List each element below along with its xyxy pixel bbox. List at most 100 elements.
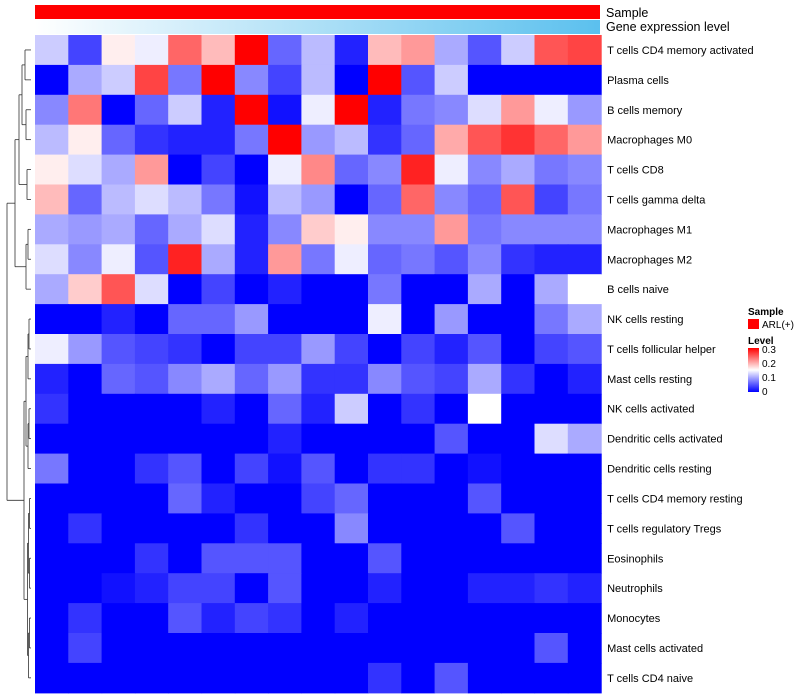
heatmap-cell: [401, 304, 436, 335]
row-label: Mast cells activated: [607, 643, 703, 655]
heatmap-cell: [134, 633, 169, 664]
heatmap-cell: [201, 274, 236, 305]
heatmap-cell: [368, 244, 402, 275]
heatmap-cell: [334, 35, 369, 66]
heatmap-cell: [301, 573, 336, 604]
heatmap-cell: [534, 662, 569, 694]
heatmap-cell: [467, 94, 502, 126]
heatmap-cell: [201, 214, 236, 245]
heatmap-cell: [368, 214, 402, 245]
heatmap-cell: [301, 154, 336, 186]
heatmap-cell: [134, 363, 169, 395]
heatmap-cell: [401, 393, 436, 425]
heatmap-cell: [101, 633, 136, 664]
heatmap-cell: [35, 483, 69, 514]
heatmap-cell: [567, 483, 602, 514]
heatmap-cell: [134, 154, 169, 186]
heatmap-cell: [201, 64, 236, 96]
heatmap-cell: [201, 573, 236, 604]
heatmap-cell: [35, 274, 69, 305]
heatmap-cell: [268, 304, 302, 335]
heatmap-cell: [334, 154, 369, 186]
heatmap-cell: [534, 573, 569, 604]
heatmap-cell: [567, 214, 602, 245]
heatmap-cell: [368, 483, 402, 514]
row-label: T cells gamma delta: [607, 194, 706, 206]
heatmap-cell: [68, 573, 103, 604]
heatmap-cell: [534, 483, 569, 514]
heatmap-cell: [501, 94, 536, 126]
heatmap-cell: [134, 423, 169, 455]
row-label: Plasma cells: [607, 75, 669, 87]
heatmap-cell: [567, 543, 602, 574]
heatmap-cell: [134, 393, 169, 425]
heatmap-cell: [234, 304, 269, 335]
heatmap-cell: [234, 633, 269, 664]
heatmap-cell: [534, 154, 569, 186]
heatmap-cell: [534, 274, 569, 305]
heatmap-cell: [168, 603, 203, 634]
heatmap-cell: [368, 304, 402, 335]
heatmap-cell: [68, 603, 103, 634]
heatmap-cell: [401, 483, 436, 514]
heatmap-cell: [534, 513, 569, 544]
heatmap-cell: [434, 453, 469, 485]
heatmap-cell: [401, 214, 436, 245]
heatmap-cell: [301, 35, 336, 66]
heatmap-cell: [301, 244, 336, 275]
heatmap-cell: [534, 244, 569, 275]
heatmap-cell: [134, 513, 169, 544]
heatmap-cell: [101, 274, 136, 305]
heatmap-cell: [434, 214, 469, 245]
heatmap-cell: [201, 94, 236, 126]
heatmap-cell: [35, 64, 69, 96]
heatmap-cell: [534, 453, 569, 485]
heatmap-cell: [168, 363, 203, 395]
heatmap-cell: [401, 35, 436, 66]
heatmap-cell: [68, 64, 103, 96]
heatmap-cell: [301, 214, 336, 245]
heatmap-cell: [201, 543, 236, 574]
row-label: Macrophages M1: [607, 224, 692, 236]
heatmap-cell: [101, 304, 136, 335]
heatmap-cell: [68, 304, 103, 335]
heatmap-cell: [301, 64, 336, 96]
heatmap-cell: [234, 573, 269, 604]
row-label: Macrophages M2: [607, 254, 692, 266]
heatmap-cell: [234, 244, 269, 275]
heatmap-cell: [434, 662, 469, 694]
heatmap-cell: [101, 124, 136, 156]
heatmap-cell: [68, 124, 103, 156]
heatmap-cell: [567, 603, 602, 634]
heatmap-cell: [368, 393, 402, 425]
heatmap-cell: [101, 513, 136, 544]
heatmap-cell: [467, 453, 502, 485]
heatmap-cell: [401, 124, 436, 156]
heatmap-cells: [35, 35, 602, 694]
heatmap-cell: [567, 274, 602, 305]
heatmap-cell: [268, 393, 302, 425]
heatmap-cell: [334, 393, 369, 425]
row-label: Monocytes: [607, 613, 661, 625]
row-label: Mast cells resting: [607, 374, 692, 386]
heatmap-cell: [101, 423, 136, 455]
heatmap-cell: [501, 35, 536, 66]
heatmap-cell: [368, 184, 402, 215]
heatmap-cell: [134, 244, 169, 275]
legend-color-gradient: [748, 348, 759, 392]
row-label: T cells CD4 memory activated: [607, 45, 754, 57]
heatmap-cell: [501, 64, 536, 96]
heatmap-cell: [268, 363, 302, 395]
heatmap-cell: [467, 662, 502, 694]
heatmap-cell: [501, 184, 536, 215]
heatmap-cell: [268, 184, 302, 215]
heatmap-cell: [501, 363, 536, 395]
heatmap-cell: [201, 184, 236, 215]
heatmap-cell: [368, 64, 402, 96]
heatmap-cell: [35, 633, 69, 664]
heatmap-cell: [234, 334, 269, 365]
row-label: B cells naive: [607, 284, 669, 296]
heatmap-cell: [234, 124, 269, 156]
heatmap-cell: [401, 573, 436, 604]
row-label: T cells CD8: [607, 165, 664, 177]
